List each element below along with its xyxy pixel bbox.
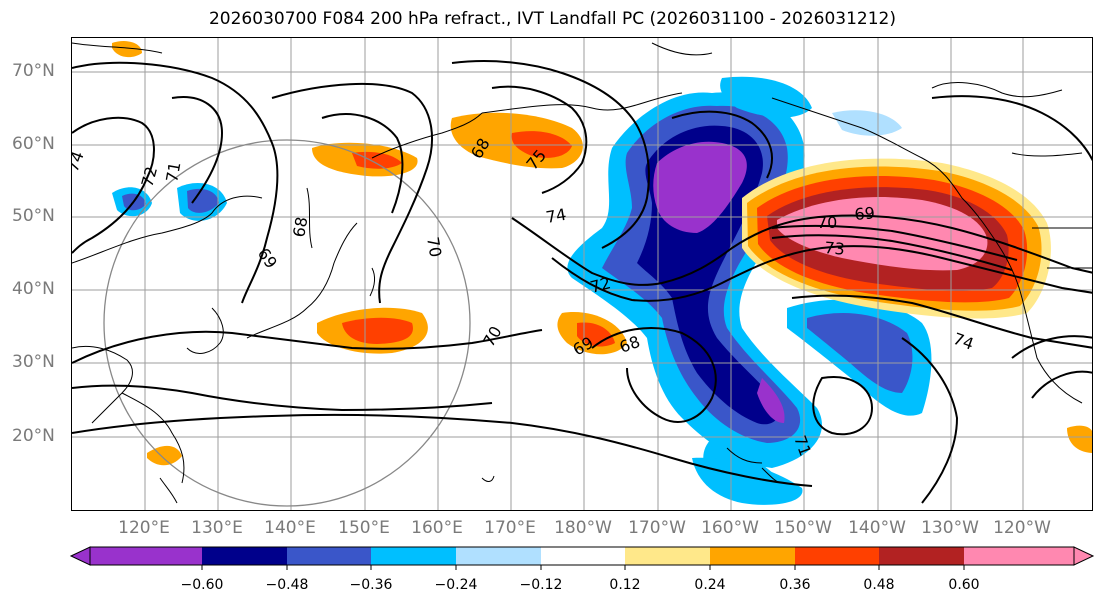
contour-line bbox=[591, 327, 717, 423]
contour-label: 70 bbox=[817, 213, 837, 232]
colorbar-bin bbox=[541, 547, 625, 565]
contour-line bbox=[931, 95, 1092, 162]
contour-label: 69 bbox=[854, 203, 876, 224]
pos-japan-mid bbox=[342, 317, 413, 344]
contour-line bbox=[271, 82, 433, 304]
contour-line bbox=[171, 96, 224, 204]
colorbar-tick-label: −0.24 bbox=[434, 577, 478, 593]
contour-line bbox=[551, 245, 1092, 302]
colorbar-tick-label: 0.48 bbox=[863, 577, 895, 593]
contour-line bbox=[1031, 370, 1092, 399]
lon-label-130e: 130°E bbox=[191, 518, 243, 538]
contour-label: 68 bbox=[289, 215, 311, 238]
pos-topleft-region bbox=[112, 41, 142, 58]
colorbar-bin bbox=[710, 547, 795, 565]
neg-bc-patch bbox=[832, 110, 902, 136]
colorbar-tick-label: −0.60 bbox=[180, 577, 224, 593]
contour-label: 72 bbox=[588, 273, 613, 297]
colorbar-tick-label: 0.60 bbox=[948, 577, 980, 593]
shading-layer bbox=[112, 41, 1092, 505]
lat-label-20n: 20°N bbox=[12, 426, 55, 446]
neg-strong-region bbox=[653, 141, 747, 233]
contour-line bbox=[771, 224, 1018, 261]
contour-line bbox=[72, 116, 155, 254]
colorbar-bin bbox=[795, 547, 879, 565]
lon-label-170e: 170°E bbox=[484, 518, 536, 538]
lat-label-70n: 70°N bbox=[12, 61, 55, 81]
contour-label: 72 bbox=[138, 164, 162, 189]
contour-line bbox=[72, 413, 813, 487]
contour-line bbox=[812, 376, 874, 436]
lat-label-30n: 30°N bbox=[12, 352, 55, 372]
neg-arctic-patch bbox=[720, 76, 812, 118]
graticule bbox=[72, 38, 1092, 510]
colorbar-tick-label: −0.36 bbox=[349, 577, 393, 593]
contour-line bbox=[321, 113, 404, 214]
neg-strong-region-2 bbox=[757, 378, 785, 423]
lon-label-120e: 120°E bbox=[118, 518, 170, 538]
colorbar-tick-label: 0.36 bbox=[779, 577, 811, 593]
lon-label-150e: 150°E bbox=[338, 518, 390, 538]
contour-line bbox=[72, 384, 493, 412]
pos-east-edge bbox=[1067, 425, 1092, 453]
contour-line bbox=[511, 214, 1092, 286]
neg-subtropical-mid bbox=[807, 313, 913, 393]
colorbar-bin bbox=[371, 547, 456, 565]
contours bbox=[72, 60, 1092, 504]
neg-lower-right-patch bbox=[692, 457, 803, 505]
lon-label-160e: 160°E bbox=[411, 518, 463, 538]
contour-label: 70 bbox=[423, 235, 445, 258]
lat-label-50n: 50°N bbox=[12, 206, 55, 226]
contour-line bbox=[1011, 335, 1092, 359]
contour-line bbox=[72, 329, 543, 364]
map-panel: 74 72 71 69 68 70 68 75 74 72 70 69 68 7… bbox=[71, 37, 1093, 511]
colorbar-bin bbox=[287, 547, 371, 565]
lon-label-170w: 170°W bbox=[628, 518, 686, 538]
map-title: 2026030700 F084 200 hPa refract., IVT La… bbox=[208, 9, 896, 29]
contour-label: 73 bbox=[824, 238, 846, 259]
colorbar-bin bbox=[202, 547, 287, 565]
contour-line bbox=[491, 85, 588, 194]
colorbar-tick-label: −0.48 bbox=[265, 577, 309, 593]
contour-line bbox=[771, 234, 1013, 271]
neg-nw-patch-2-mid bbox=[187, 188, 219, 213]
lat-label-60n: 60°N bbox=[12, 134, 55, 154]
colorbar-bin bbox=[879, 547, 964, 565]
lon-label-140e: 140°E bbox=[264, 518, 316, 538]
colorbar-tick-label: −0.12 bbox=[519, 577, 563, 593]
lon-label-160w: 160°W bbox=[701, 518, 759, 538]
colorbar-bin bbox=[625, 547, 710, 565]
colorbar-under-arrow bbox=[69, 546, 91, 566]
colorbar-bin bbox=[456, 547, 541, 565]
lon-label-180w: 180°W bbox=[554, 518, 612, 538]
lon-label-130w: 130°W bbox=[921, 518, 979, 538]
contour-label: 71 bbox=[162, 160, 184, 183]
colorbar-over-arrow bbox=[1073, 546, 1095, 566]
map-canvas: 74 72 71 69 68 70 68 75 74 72 70 69 68 7… bbox=[72, 38, 1092, 510]
contour-line bbox=[451, 60, 650, 249]
contour-line bbox=[901, 337, 959, 504]
pos-midpac-mid bbox=[577, 322, 615, 347]
range-circle bbox=[103, 139, 471, 507]
colorbar-bin bbox=[964, 547, 1074, 565]
contour-line bbox=[671, 110, 773, 179]
lon-label-140w: 140°W bbox=[848, 518, 906, 538]
colorbar-tick-label: 0.24 bbox=[694, 577, 726, 593]
contour-line bbox=[72, 61, 279, 304]
lon-label-150w: 150°W bbox=[774, 518, 832, 538]
colorbar-bin bbox=[90, 547, 202, 565]
contour-line bbox=[791, 294, 1092, 349]
lat-label-40n: 40°N bbox=[12, 279, 55, 299]
colorbar-frame bbox=[89, 546, 1075, 566]
contour-label: 74 bbox=[544, 205, 567, 227]
lon-label-120w: 120°W bbox=[993, 518, 1051, 538]
pos-kamchatka-mid bbox=[511, 131, 572, 158]
colorbar-tick-label: 0.12 bbox=[609, 577, 641, 593]
